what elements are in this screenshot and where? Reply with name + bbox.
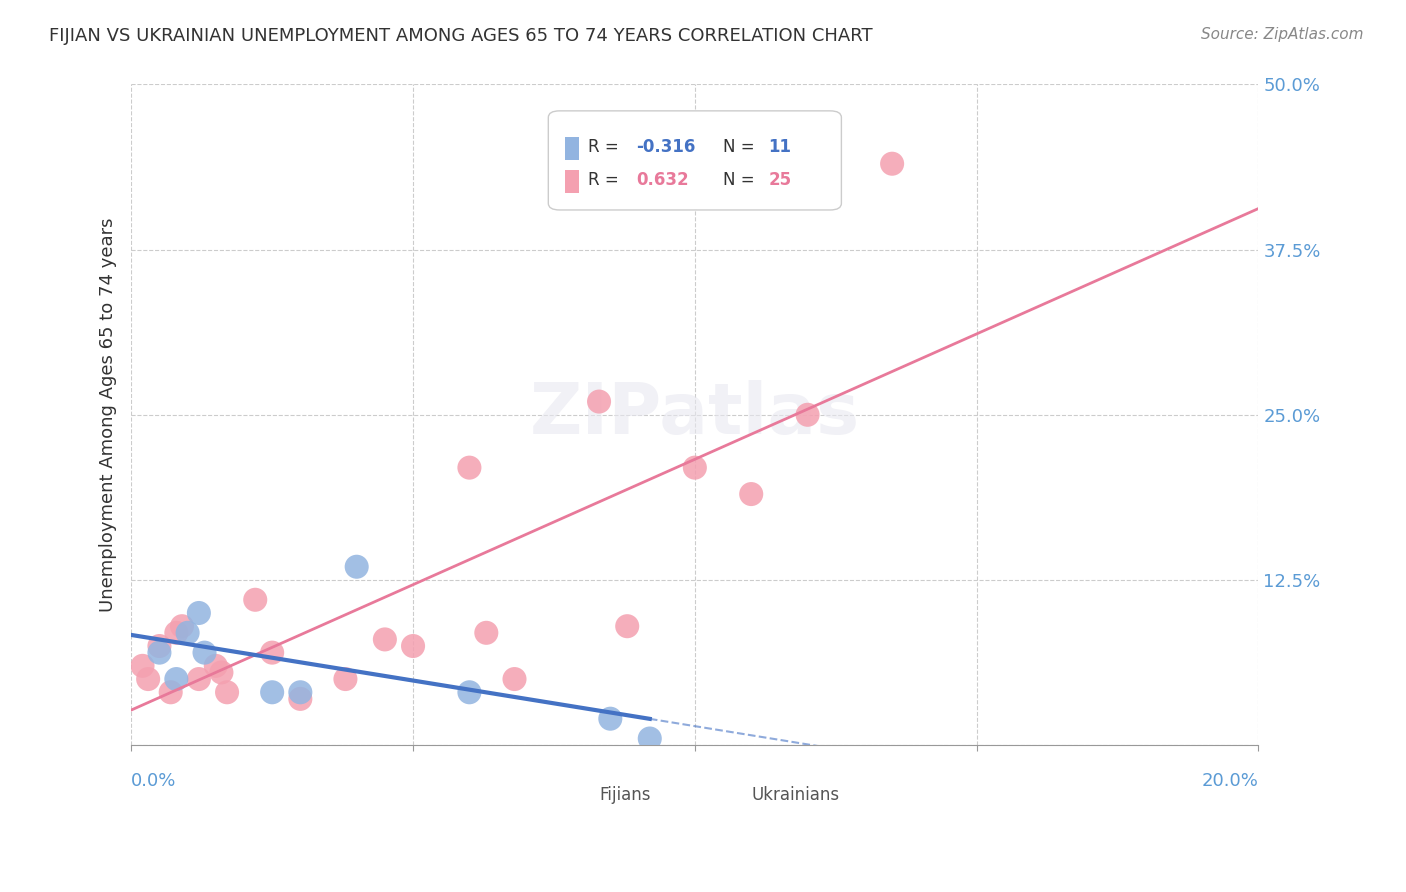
Point xyxy=(503,672,526,686)
Point xyxy=(187,672,209,686)
Point xyxy=(187,606,209,620)
FancyBboxPatch shape xyxy=(565,170,579,194)
Text: 0.0%: 0.0% xyxy=(131,772,177,789)
Point xyxy=(588,394,610,409)
Y-axis label: Unemployment Among Ages 65 to 74 years: Unemployment Among Ages 65 to 74 years xyxy=(100,218,117,612)
Point xyxy=(262,646,284,660)
Point xyxy=(245,592,267,607)
Point xyxy=(131,658,153,673)
Point xyxy=(176,625,198,640)
Point xyxy=(683,460,706,475)
Point xyxy=(159,685,181,699)
Text: Fijians: Fijians xyxy=(599,786,651,804)
FancyBboxPatch shape xyxy=(717,781,745,808)
Point xyxy=(374,632,396,647)
Point xyxy=(136,672,159,686)
Text: ZIPatlas: ZIPatlas xyxy=(530,380,860,450)
FancyBboxPatch shape xyxy=(565,781,593,808)
Point xyxy=(204,658,226,673)
Point xyxy=(209,665,232,680)
Point xyxy=(458,685,481,699)
Text: R =: R = xyxy=(588,138,624,156)
Text: FIJIAN VS UKRAINIAN UNEMPLOYMENT AMONG AGES 65 TO 74 YEARS CORRELATION CHART: FIJIAN VS UKRAINIAN UNEMPLOYMENT AMONG A… xyxy=(49,27,873,45)
FancyBboxPatch shape xyxy=(565,137,579,161)
Point xyxy=(882,157,904,171)
Text: R =: R = xyxy=(588,171,624,189)
Text: 20.0%: 20.0% xyxy=(1202,772,1258,789)
Text: -0.316: -0.316 xyxy=(637,138,696,156)
Point xyxy=(335,672,357,686)
Point xyxy=(148,639,170,653)
Point xyxy=(740,487,762,501)
Text: 25: 25 xyxy=(768,171,792,189)
Text: 0.632: 0.632 xyxy=(637,171,689,189)
Point xyxy=(638,731,661,746)
Point xyxy=(215,685,238,699)
Point xyxy=(346,559,368,574)
Point xyxy=(170,619,193,633)
Text: Source: ZipAtlas.com: Source: ZipAtlas.com xyxy=(1201,27,1364,42)
Text: 11: 11 xyxy=(768,138,792,156)
Text: N =: N = xyxy=(723,138,759,156)
Point xyxy=(616,619,638,633)
Point xyxy=(165,672,187,686)
FancyBboxPatch shape xyxy=(548,111,841,210)
Point xyxy=(148,646,170,660)
Point xyxy=(475,625,498,640)
Point xyxy=(599,712,621,726)
Point xyxy=(458,460,481,475)
Point xyxy=(262,685,284,699)
Point xyxy=(402,639,425,653)
Point xyxy=(193,646,215,660)
Text: N =: N = xyxy=(723,171,759,189)
Point xyxy=(165,625,187,640)
Text: Ukrainians: Ukrainians xyxy=(751,786,839,804)
Point xyxy=(290,685,312,699)
Point xyxy=(290,691,312,706)
Point xyxy=(796,408,818,422)
